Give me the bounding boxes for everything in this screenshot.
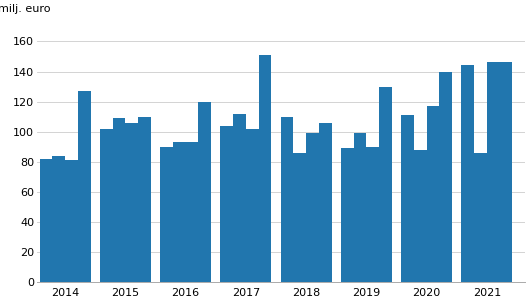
Bar	[65, 160, 78, 282]
Bar	[367, 147, 379, 282]
Bar	[474, 153, 487, 282]
Bar	[113, 118, 125, 282]
Bar	[100, 129, 113, 282]
Bar	[186, 142, 198, 282]
Bar	[40, 159, 52, 282]
Bar	[125, 123, 138, 282]
Bar	[78, 91, 91, 282]
Bar	[280, 117, 293, 282]
Bar	[461, 66, 474, 282]
Bar	[246, 129, 259, 282]
Bar	[379, 87, 392, 282]
Bar	[233, 114, 246, 282]
Bar	[319, 123, 332, 282]
Bar	[414, 150, 426, 282]
Bar	[173, 142, 186, 282]
Bar	[198, 101, 211, 282]
Bar	[499, 63, 513, 282]
Bar	[259, 55, 271, 282]
Bar	[401, 115, 414, 282]
Bar	[440, 72, 452, 282]
Bar	[160, 147, 173, 282]
Bar	[341, 148, 353, 282]
Bar	[293, 153, 306, 282]
Bar	[138, 117, 151, 282]
Bar	[426, 106, 440, 282]
Bar	[487, 63, 499, 282]
Bar	[353, 133, 367, 282]
Text: milj. euro: milj. euro	[0, 4, 50, 14]
Bar	[52, 156, 65, 282]
Bar	[306, 133, 319, 282]
Bar	[220, 126, 233, 282]
